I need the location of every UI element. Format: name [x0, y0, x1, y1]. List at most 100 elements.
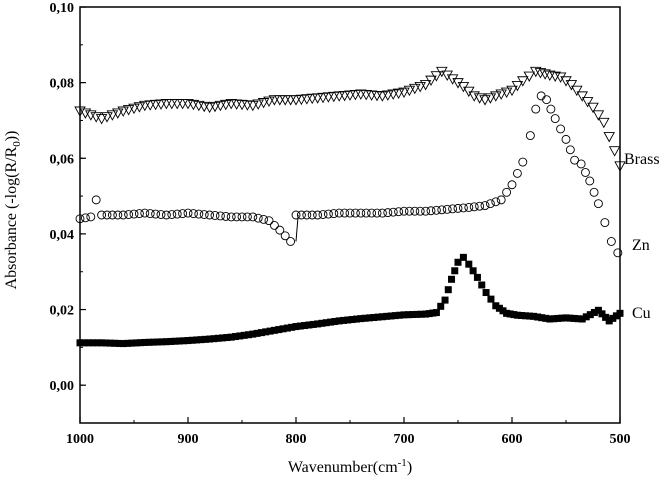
cu-point	[305, 321, 313, 329]
brass-point	[112, 108, 124, 119]
zn-point	[565, 145, 575, 155]
brass-point	[355, 89, 367, 100]
cu-point	[510, 311, 518, 319]
cu-point	[448, 275, 456, 283]
zn-point	[426, 206, 436, 216]
cu-point	[582, 313, 590, 321]
zn-point	[377, 208, 387, 218]
zn-point	[124, 210, 134, 219]
zn-dip-connector	[295, 214, 299, 242]
cu-point	[223, 334, 231, 342]
brass-point	[571, 85, 583, 97]
x-axis-title: Wavenumber(cm-1)	[288, 457, 412, 476]
brass-point	[338, 90, 351, 102]
zn-point	[410, 206, 420, 216]
y-axis-title-sub: 0	[11, 141, 23, 147]
brass-point	[587, 102, 599, 114]
brass-point	[534, 68, 547, 79]
series-cu	[76, 253, 624, 348]
zn-point	[589, 187, 599, 197]
cu-point	[526, 312, 534, 320]
cu-point	[546, 315, 554, 323]
zn-point	[226, 212, 236, 222]
cu-point	[425, 310, 433, 318]
cu-point	[361, 314, 369, 322]
brass-point	[155, 99, 167, 110]
zn-point	[464, 202, 474, 212]
cu-point	[314, 320, 322, 328]
brass-point	[430, 71, 443, 82]
cu-point	[106, 339, 114, 347]
cu-point	[554, 314, 562, 322]
cu-point	[318, 319, 326, 327]
brass-point	[614, 161, 626, 172]
cu-point	[136, 339, 144, 347]
zn-point	[97, 210, 107, 220]
cu-point	[180, 337, 188, 345]
series-brass	[74, 66, 626, 172]
brass-point	[468, 91, 480, 102]
brass-point	[85, 110, 97, 121]
zn-point	[491, 197, 501, 207]
zn-point	[448, 204, 458, 214]
brass-point	[101, 112, 113, 123]
zn-point	[550, 114, 560, 124]
cu-point	[162, 338, 170, 346]
cu-point	[357, 315, 365, 323]
zn-point	[437, 205, 447, 215]
zn-point	[536, 91, 546, 101]
zn-point	[313, 210, 323, 220]
x-tick-label: 500	[610, 432, 631, 447]
brass-point	[160, 98, 173, 110]
brass-point	[301, 94, 313, 105]
cu-point	[495, 304, 503, 312]
zn-point	[361, 208, 371, 218]
cu-point	[210, 335, 218, 343]
cu-point	[482, 289, 490, 297]
brass-point	[106, 110, 119, 121]
zn-point	[561, 134, 571, 144]
brass-point	[382, 90, 394, 101]
zn-point	[75, 214, 85, 224]
zn-point	[307, 210, 317, 220]
zn-point	[172, 209, 182, 219]
brass-point	[479, 95, 491, 106]
cu-point	[609, 314, 617, 322]
brass-point	[149, 99, 162, 111]
cu-point	[550, 315, 558, 323]
cu-point	[429, 309, 437, 317]
cu-point	[530, 312, 538, 320]
y-tick-label: 0,06	[50, 152, 75, 167]
cu-point	[558, 314, 566, 322]
cu-point	[232, 333, 240, 341]
brass-point	[446, 74, 459, 85]
cu-point	[193, 336, 201, 344]
cu-point	[266, 327, 274, 335]
cu-point	[76, 339, 84, 347]
zn-point	[129, 209, 139, 219]
zn-point	[151, 209, 161, 219]
cu-point	[89, 339, 97, 347]
cu-point	[214, 334, 222, 342]
brass-point	[484, 93, 497, 104]
zn-point	[215, 211, 225, 221]
brass-point	[128, 103, 140, 115]
cu-point	[517, 312, 525, 320]
brass-point	[425, 75, 437, 87]
zn-point	[286, 237, 296, 246]
zn-point	[134, 209, 144, 219]
zn-point	[242, 212, 252, 222]
cu-point	[465, 260, 473, 268]
zn-point	[269, 220, 279, 230]
cu-point	[586, 311, 594, 319]
cu-point	[236, 332, 244, 340]
cu-point	[391, 312, 399, 320]
zn-point	[167, 210, 177, 219]
cu-point	[400, 311, 408, 319]
cu-point	[167, 337, 175, 345]
zn-point	[80, 213, 90, 223]
cu-point	[327, 318, 335, 326]
zn-point	[253, 213, 263, 223]
cu-point	[396, 311, 404, 319]
zn-point	[394, 207, 404, 217]
